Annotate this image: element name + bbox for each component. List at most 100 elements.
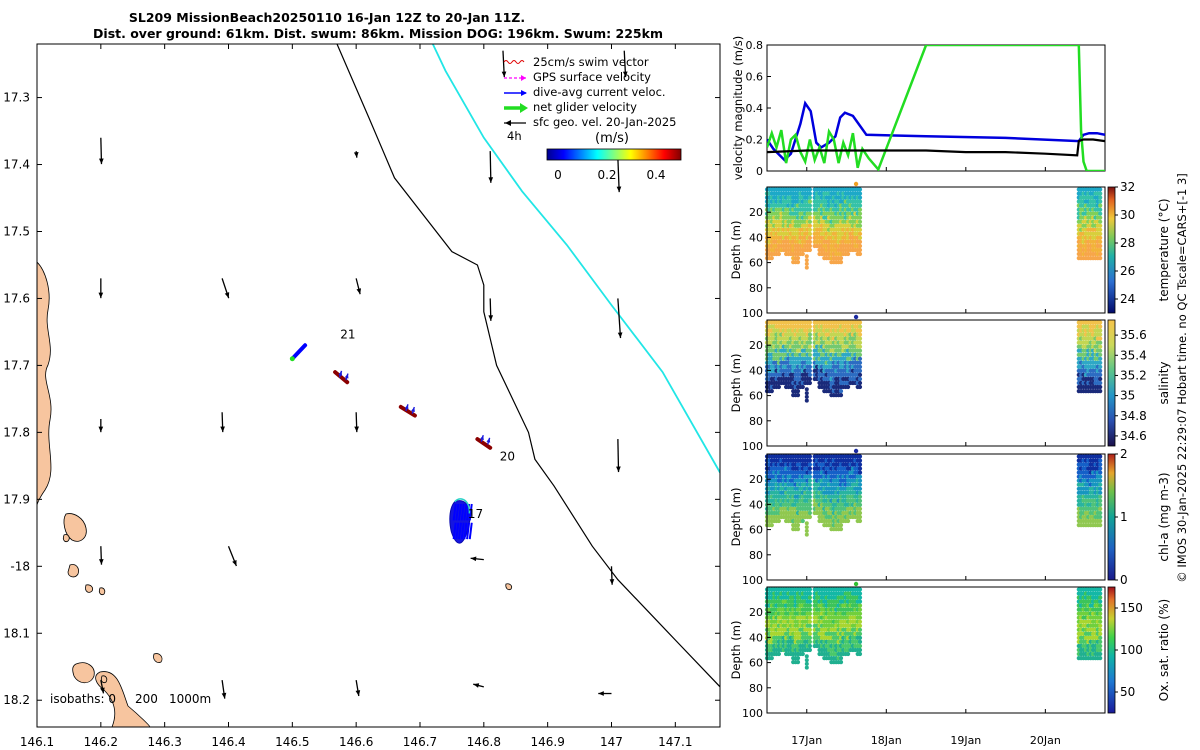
section-sample [857, 470, 863, 475]
section-sample [857, 243, 863, 249]
section-sample [1098, 514, 1103, 520]
map-panel: 21 20 17 146.1 146.2 146.3 146.4 146.5 146.6 1… [3, 43, 721, 749]
section-sample [807, 227, 813, 232]
section-ytick-label: 100 [742, 307, 763, 320]
section-ytick-label: 20 [749, 606, 763, 619]
section-sample [857, 215, 863, 220]
sfc-geo-vector [98, 418, 104, 433]
section-sample [807, 454, 813, 459]
section-sample [857, 595, 863, 600]
section-sample [857, 635, 863, 641]
sfc-geo-vector [622, 50, 628, 78]
map-ytick-label: 18.2 [3, 693, 30, 707]
section-sample [1098, 348, 1103, 353]
credit-line: © IMOS 30-Jan-2025 22:29:07 Hobart time.… [1175, 173, 1189, 583]
section-frame [766, 453, 1106, 581]
velocity-panel: velocity magnitude (m/s) 0 0.2 0.4 0.6 0.8 [731, 36, 1106, 180]
track-segment [475, 437, 493, 450]
section-sample [838, 260, 844, 265]
section-sample [857, 247, 863, 253]
section-sample [807, 506, 813, 511]
colorbar-tick-label: 0 [1120, 573, 1128, 587]
island-dunk [72, 662, 95, 684]
island-large-south [95, 671, 151, 727]
section-sample [807, 607, 813, 612]
section-sample [807, 482, 813, 487]
day-label-21: 21 [340, 328, 355, 342]
section-sample [1098, 356, 1103, 361]
section-sample [857, 631, 863, 637]
section-sample [1098, 627, 1103, 632]
section-sample [1098, 587, 1103, 592]
section-ytick-label: 40 [749, 364, 763, 377]
velocity-ytick-label: 0 [756, 165, 763, 178]
oxygen-section: 20 40 60 80 100 Depth (m) 50 100 150 Ox. sat. rat… [729, 581, 1171, 720]
isobath-label: isobaths: 0 [50, 692, 116, 706]
section-sample [1098, 599, 1103, 604]
map-background [37, 44, 720, 727]
island-family-2 [67, 564, 79, 578]
colorbar-tick-label: 34.6 [1120, 429, 1147, 443]
legend-net-arrowhead [520, 103, 528, 113]
island-family-8 [100, 675, 108, 684]
dive-avg-vector [486, 437, 491, 445]
section-sample [1098, 207, 1103, 212]
map-axes: 146.1 146.2 146.3 146.4 146.5 146.6 146.7 146.8… [3, 44, 720, 749]
sfc-geo-vector [221, 278, 230, 299]
map-ytick-label: -18 [10, 559, 30, 573]
section-sample [1098, 368, 1103, 373]
section-sample [1098, 656, 1103, 661]
section-sample [1098, 502, 1103, 507]
section-sample [804, 387, 809, 392]
map-legend: 25cm/s swim vector GPS surface velocity … [503, 55, 682, 182]
section-sample [1098, 615, 1103, 620]
colorbar-tick-0: 0 [554, 168, 562, 182]
colorbar-tick-label: 1 [1120, 510, 1128, 524]
section-sample [857, 251, 863, 257]
sfc-geo-vector [501, 50, 507, 78]
section-sample [846, 251, 851, 257]
dive-avg-vector [338, 370, 343, 378]
sfc-geo-vectors [98, 50, 628, 699]
map-xtick-label: 146.7 [403, 735, 437, 749]
section-sample [838, 660, 844, 665]
section-sample [1098, 352, 1103, 357]
section-sample [857, 478, 863, 483]
section-sample [807, 631, 813, 637]
colorbar-tick-label: 26 [1120, 264, 1135, 278]
dive-avg-vector [344, 373, 349, 381]
velocity-ytick-label: 0.2 [746, 134, 764, 147]
sfc-geo-vector [617, 298, 623, 339]
section-sample [1098, 251, 1103, 257]
colorbar-tick-label: 34.8 [1120, 409, 1147, 423]
section-sample [1098, 227, 1103, 232]
section-sample [807, 207, 813, 212]
colorbar-label: temperature (°C) [1157, 199, 1171, 302]
section-sample [807, 494, 813, 499]
section-sample [857, 195, 863, 200]
map-xtick-label: 146.1 [20, 735, 54, 749]
cluster-vector [455, 503, 460, 521]
isobath-legend: isobaths: 0 200 1000m [50, 692, 211, 706]
sfc-geo-vector [98, 278, 104, 299]
sfc-geo-vector [598, 691, 612, 696]
isobath-200-label: 200 [135, 692, 158, 706]
section-sample [1098, 458, 1103, 463]
sfc-geo-vector [100, 679, 105, 694]
map-xtick-label: 146.8 [467, 735, 501, 749]
island-family-7 [62, 534, 70, 543]
section-ytick-label: 20 [749, 339, 763, 352]
section-ylabel: Depth (m) [729, 221, 743, 280]
section-ytick-label: 100 [742, 707, 763, 720]
section-sample [1098, 510, 1103, 516]
colorbar-label: salinity [1157, 361, 1171, 404]
section-sample [1098, 243, 1103, 249]
map-xtick-label: 146.9 [530, 735, 564, 749]
section-sample [807, 215, 813, 220]
section-sample [804, 265, 809, 270]
section-sample [846, 384, 851, 390]
section-sample [857, 356, 863, 361]
section-sample [804, 532, 809, 537]
cluster-vector [458, 522, 463, 540]
map-xtick-label: 147.1 [658, 735, 692, 749]
